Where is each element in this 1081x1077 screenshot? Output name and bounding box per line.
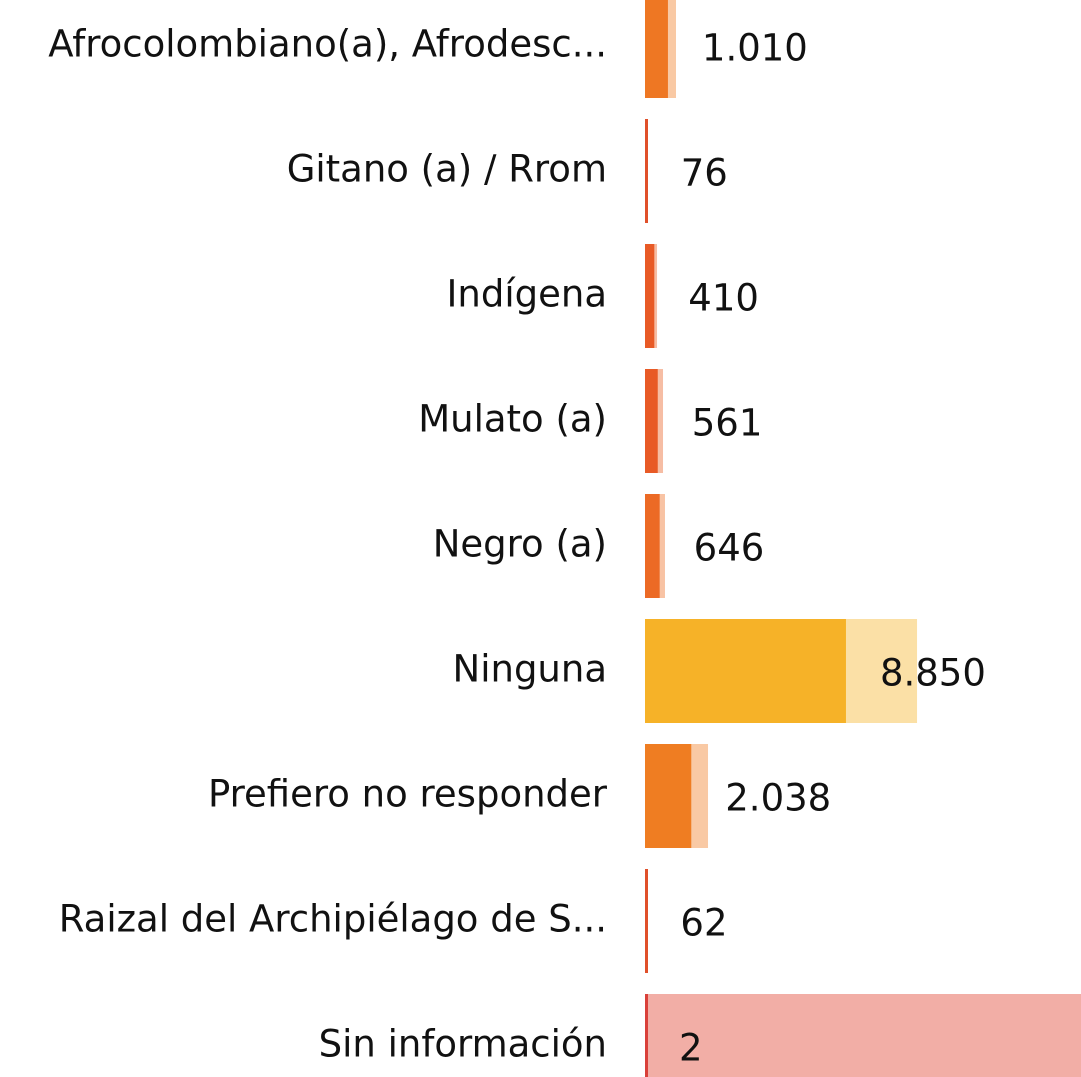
- bar: [645, 494, 660, 598]
- bar-edge: [645, 619, 648, 723]
- category-label: Sin información: [319, 1023, 607, 1066]
- bar-edge: [645, 0, 648, 98]
- bar-edge: [645, 494, 648, 598]
- bar: [645, 744, 692, 848]
- value-label: 2.038: [725, 777, 831, 820]
- value-label: 8.850: [880, 652, 986, 695]
- bar: [645, 0, 668, 98]
- category-label: Negro (a): [433, 523, 607, 566]
- bar-edge: [645, 244, 648, 348]
- category-label: Prefiero no responder: [208, 773, 608, 816]
- value-label: 410: [688, 277, 759, 320]
- bar: [645, 244, 655, 348]
- value-label: 2: [679, 1027, 703, 1070]
- background-bar: [645, 994, 1081, 1077]
- category-label: Raizal del Archipiélago de S...: [59, 898, 607, 941]
- category-label: Indígena: [446, 273, 607, 316]
- value-label: 646: [694, 527, 765, 570]
- bar-edge: [645, 744, 648, 848]
- value-label: 62: [680, 902, 727, 945]
- bar-edge: [645, 869, 648, 973]
- value-label: 76: [681, 152, 728, 195]
- bar-edge: [645, 994, 648, 1077]
- category-label: Gitano (a) / Rrom: [287, 148, 607, 191]
- bar-edge: [645, 369, 648, 473]
- bar-edge: [645, 119, 648, 223]
- bar: [645, 369, 658, 473]
- category-label: Ninguna: [453, 648, 607, 691]
- category-label: Afrocolombiano(a), Afrodesc...: [48, 23, 607, 66]
- bar: [645, 619, 846, 723]
- value-label: 1.010: [702, 27, 808, 70]
- category-label: Mulato (a): [418, 398, 607, 441]
- value-label: 561: [692, 402, 763, 445]
